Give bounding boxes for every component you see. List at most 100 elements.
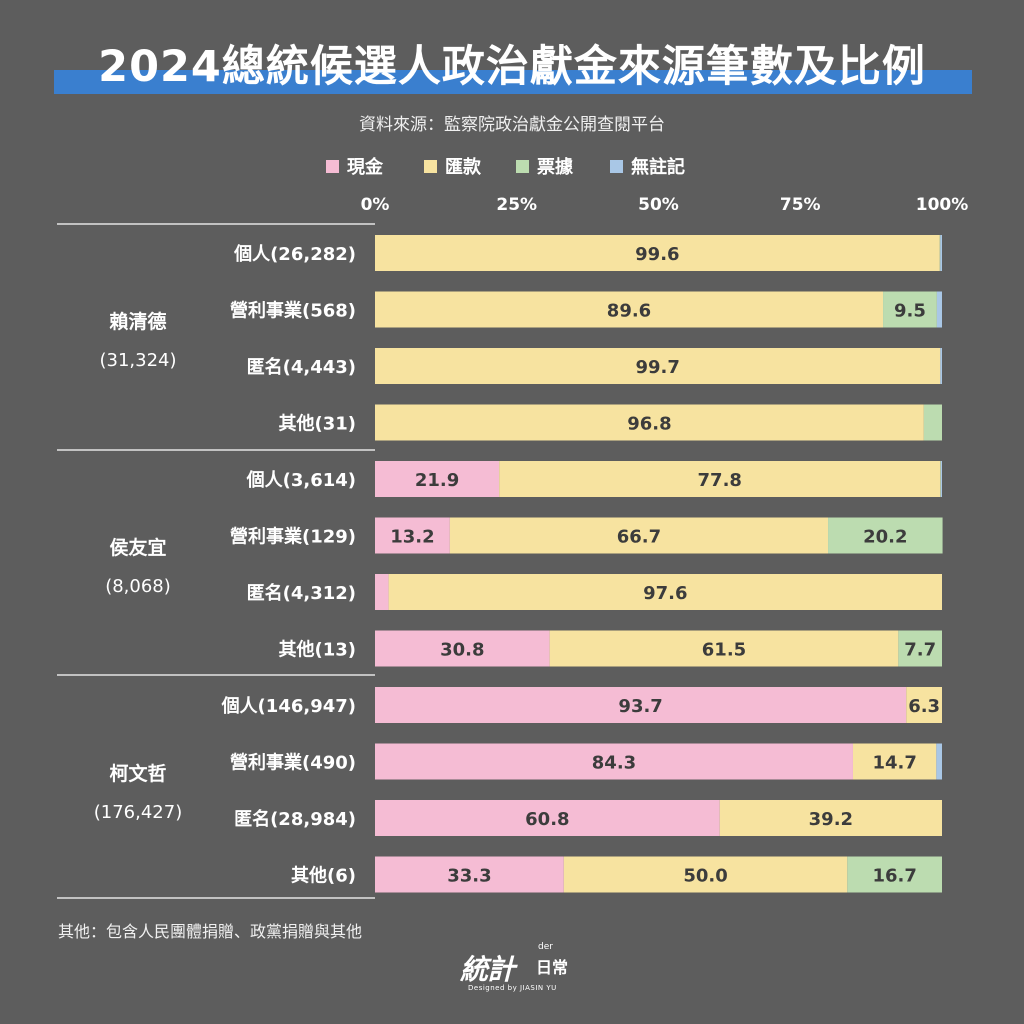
bar-segment-cash xyxy=(375,517,450,554)
chart-title: 2024總統候選人政治獻金來源筆數及比例 xyxy=(98,42,926,92)
data-label: 60.8 xyxy=(525,809,569,830)
row-label: 營利事業(129) xyxy=(230,526,356,548)
legend-label-cash: 現金 xyxy=(347,157,383,178)
brand-logo: 統計 der 日常 Designed by JIASIN YU xyxy=(452,942,582,1002)
bar-segment-none xyxy=(936,743,942,780)
bar-segment-cash xyxy=(375,800,720,836)
candidate-name: 柯文哲 xyxy=(109,762,166,785)
bar-segment-cash xyxy=(375,461,500,497)
data-label: 97.6 xyxy=(643,583,687,604)
legend-item-cash: 現金 xyxy=(326,152,383,180)
bar-segment-cash xyxy=(375,630,550,667)
bar-segment-cash xyxy=(375,743,853,780)
data-label: 89.6 xyxy=(607,301,651,322)
x-tick-label: 25% xyxy=(496,195,537,215)
row-label: 營利事業(490) xyxy=(230,752,356,774)
legend-swatch-bill xyxy=(516,159,529,173)
data-label: 84.3 xyxy=(592,753,636,774)
logo-main-text: 統計 xyxy=(460,953,515,986)
bar-segment-transfer xyxy=(719,800,942,836)
legend-swatch-none xyxy=(610,159,623,173)
bar-segment-bill xyxy=(940,461,941,497)
candidate-total: (31,324) xyxy=(99,350,176,371)
data-label: 66.7 xyxy=(617,527,661,548)
row-label: 營利事業(568) xyxy=(230,300,356,322)
row-label: 匿名(4,312) xyxy=(247,582,356,604)
legend-item-none: 無註記 xyxy=(610,152,685,180)
row-label: 個人(26,282) xyxy=(233,244,356,265)
legend-label-none: 無註記 xyxy=(631,157,685,178)
data-label: 6.3 xyxy=(908,696,940,717)
data-label: 9.5 xyxy=(894,301,926,322)
bar-segment-bill xyxy=(883,291,937,328)
row-label: 匿名(28,984) xyxy=(234,808,356,830)
data-label: 21.9 xyxy=(415,470,459,491)
bar-segment-cash xyxy=(375,856,564,893)
row-label: 其他(31) xyxy=(278,413,356,435)
data-label: 77.8 xyxy=(698,470,742,491)
x-tick-label: 75% xyxy=(780,195,821,215)
legend-item-transfer: 匯款 xyxy=(424,152,481,180)
title-underline-band xyxy=(54,70,972,94)
legend: 現金 匯款 票據 無註記 xyxy=(0,152,1024,180)
candidate-name: 賴清德 xyxy=(109,310,166,333)
bar-segment-transfer xyxy=(375,348,941,384)
bar-segment-transfer xyxy=(375,235,940,271)
bar-segment-transfer xyxy=(499,461,941,497)
bar-segment-transfer xyxy=(906,687,942,723)
bar-segment-transfer xyxy=(852,743,937,780)
candidate-name: 侯友宜 xyxy=(109,536,166,559)
row-label: 個人(146,947) xyxy=(221,696,356,717)
bar-segment-transfer xyxy=(563,856,848,893)
bar-segment-transfer xyxy=(388,574,942,610)
legend-swatch-transfer xyxy=(424,159,437,173)
data-label: 13.2 xyxy=(390,527,434,548)
designer-credit: Designed by JIASIN YU xyxy=(468,984,557,992)
data-label: 99.6 xyxy=(635,244,679,265)
row-label: 個人(3,614) xyxy=(246,470,356,491)
data-label: 33.3 xyxy=(447,866,491,887)
x-tick-label: 0% xyxy=(361,195,390,215)
row-label: 其他(13) xyxy=(278,639,356,661)
data-label: 99.7 xyxy=(635,357,679,378)
bar-segment-bill xyxy=(898,630,942,667)
data-label: 14.7 xyxy=(872,753,916,774)
x-tick-label: 50% xyxy=(638,195,679,215)
bar-segment-none xyxy=(940,461,942,497)
bar-segment-none xyxy=(940,348,942,384)
bar-segment-transfer xyxy=(549,630,899,667)
bar-segment-transfer xyxy=(375,404,924,441)
title-area: 2024總統候選人政治獻金來源筆數及比例 xyxy=(0,36,1024,102)
row-label: 匿名(4,443) xyxy=(247,356,356,378)
bar-segment-none xyxy=(940,235,942,271)
logo-der-text: der xyxy=(538,942,553,952)
data-label: 93.7 xyxy=(618,696,662,717)
row-label: 其他(6) xyxy=(291,865,356,887)
logo-sub-text: 日常 xyxy=(536,958,569,977)
bar-segment-transfer xyxy=(375,291,884,328)
candidate-total: (8,068) xyxy=(105,576,171,597)
bar-segment-cash xyxy=(375,574,389,610)
data-label: 20.2 xyxy=(863,527,907,548)
data-label: 16.7 xyxy=(872,866,916,887)
legend-label-bill: 票據 xyxy=(537,157,573,178)
data-label: 39.2 xyxy=(809,809,853,830)
x-tick-label: 100% xyxy=(916,195,969,215)
bar-segment-transfer xyxy=(449,517,829,554)
bar-segment-cash xyxy=(375,687,907,723)
bar-segment-bill xyxy=(939,235,941,271)
data-label: 50.0 xyxy=(683,866,727,887)
data-label: 7.7 xyxy=(904,640,936,661)
legend-label-transfer: 匯款 xyxy=(445,157,481,178)
data-label: 61.5 xyxy=(702,640,746,661)
data-source: 資料來源：監察院政治獻金公開查閱平台 xyxy=(359,115,665,135)
bar-segment-none xyxy=(936,291,942,328)
bar-segment-bill xyxy=(847,856,942,893)
bar-segment-bill xyxy=(923,404,942,441)
legend-swatch-cash xyxy=(326,159,339,173)
legend-item-bill: 票據 xyxy=(516,152,573,180)
bar-segment-bill xyxy=(828,517,943,554)
data-label: 96.8 xyxy=(627,414,671,435)
footnote: 其他：包含人民團體捐贈、政黨捐贈與其他 xyxy=(58,922,363,941)
